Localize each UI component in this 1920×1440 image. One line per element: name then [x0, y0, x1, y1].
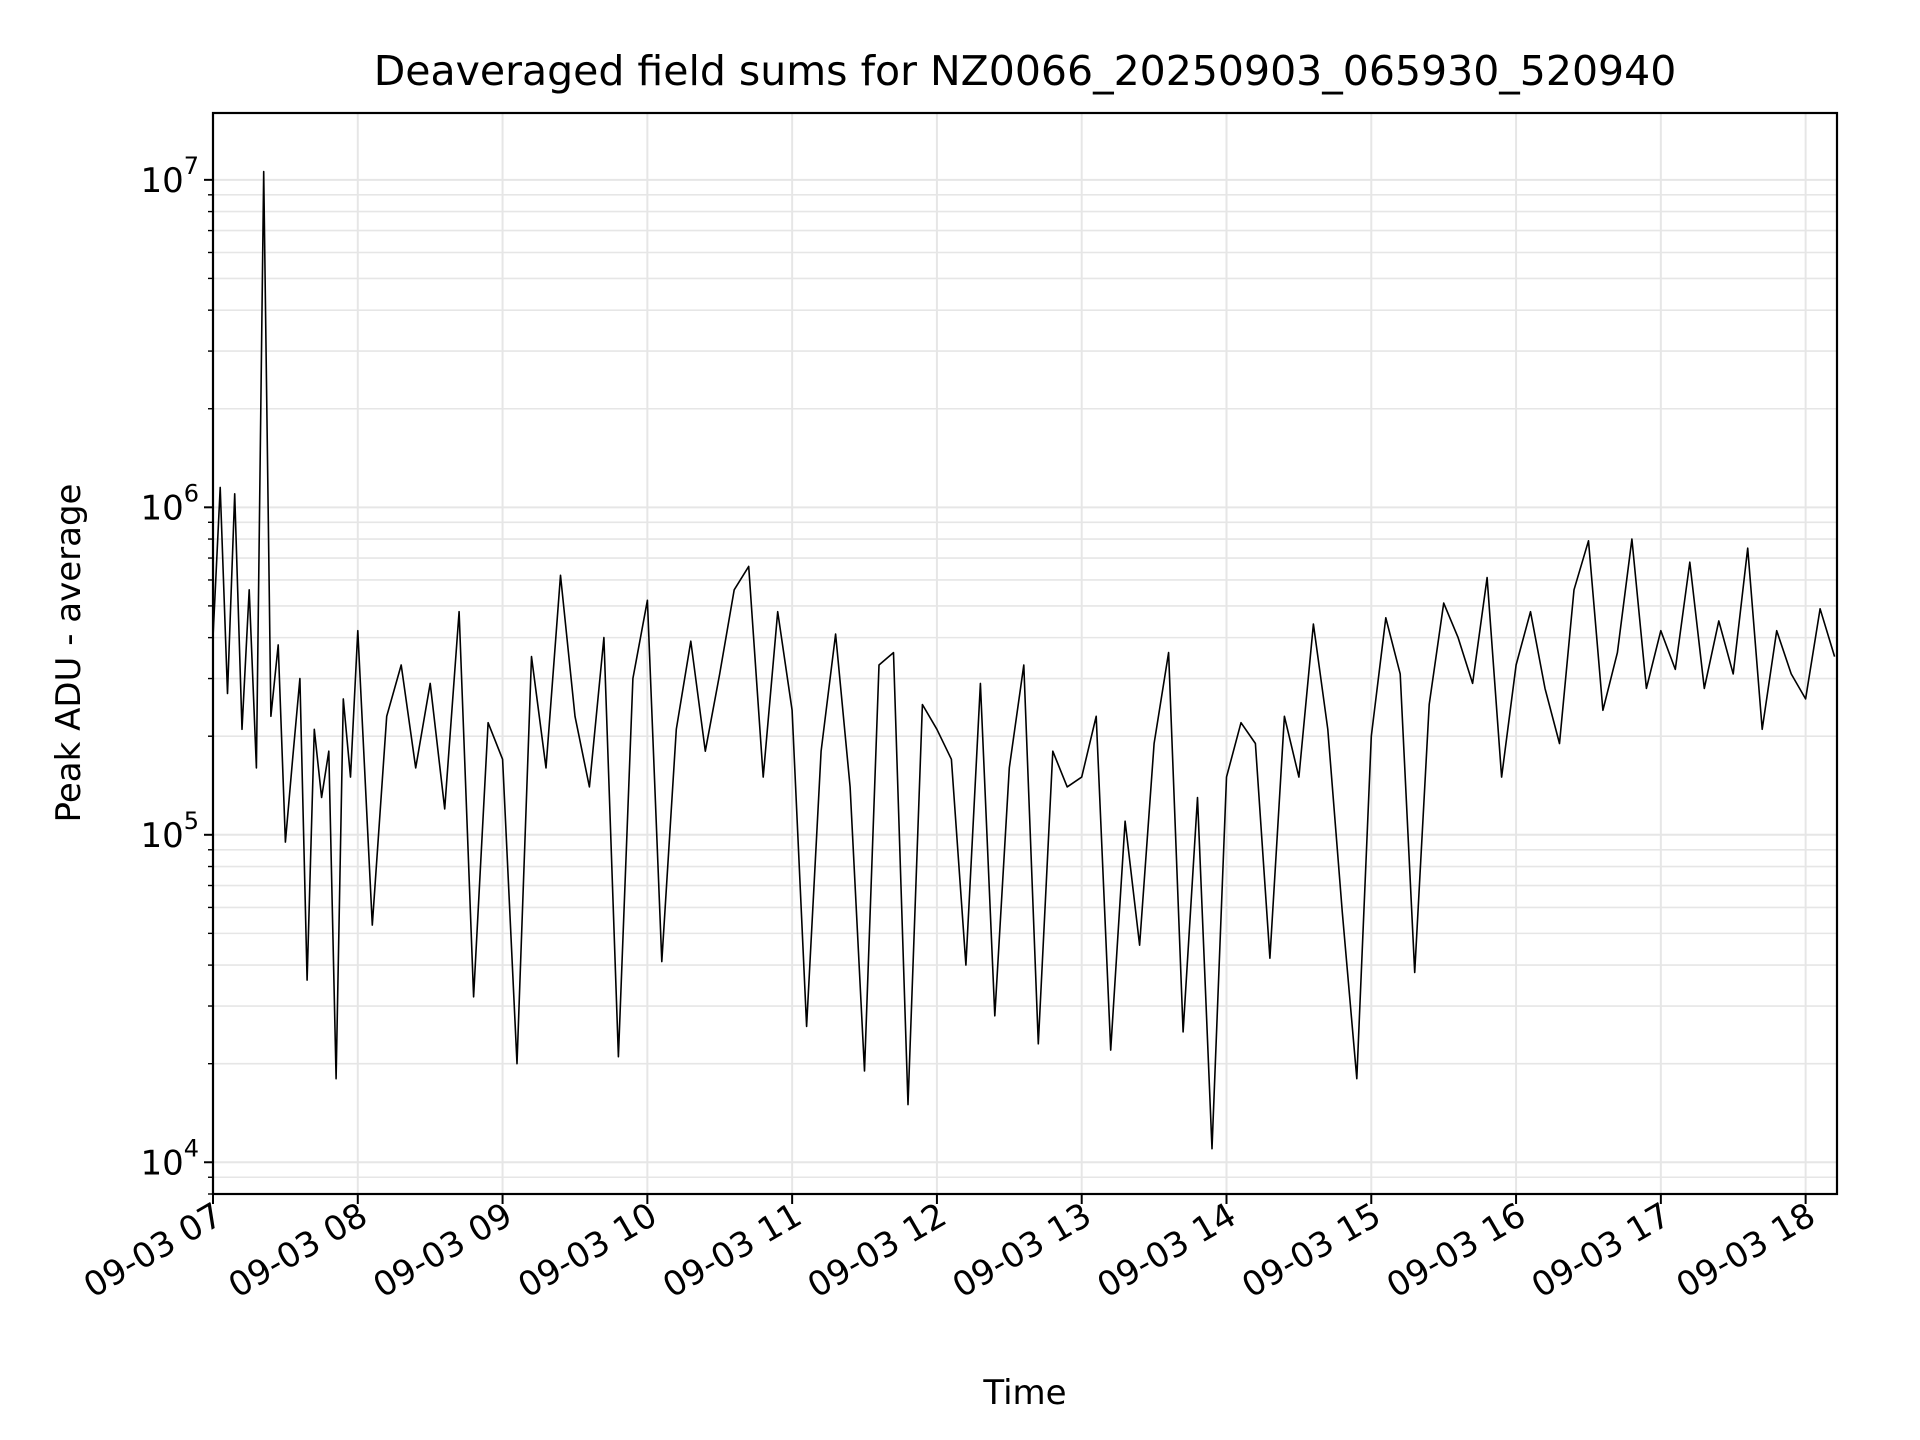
- x-tick-label: 09-03 12: [801, 1195, 953, 1306]
- chart-title: Deaveraged field sums for NZ0066_2025090…: [374, 47, 1677, 95]
- plot-frame: [211, 111, 1839, 1196]
- y-axis: 104 105 106 107: [140, 152, 213, 1195]
- x-axis-label: Time: [982, 1373, 1066, 1413]
- x-tick-label: 09-03 10: [511, 1195, 663, 1306]
- x-tick-label: 09-03 15: [1235, 1195, 1387, 1306]
- x-tick-label: 09-03 14: [1091, 1195, 1243, 1306]
- x-tick-label: 09-03 16: [1380, 1195, 1532, 1306]
- x-tick-label: 09-03 13: [946, 1195, 1098, 1306]
- x-tick-label: 09-03 11: [656, 1195, 808, 1306]
- x-tick-label: 09-03 09: [367, 1195, 519, 1306]
- x-tick-label: 09-03 17: [1525, 1195, 1677, 1306]
- y-tick-label: 106: [140, 479, 199, 528]
- series-line: [212, 170, 1836, 1150]
- x-tick-label: 09-03 07: [77, 1195, 229, 1306]
- y-tick-label: 107: [140, 152, 199, 201]
- x-tick-label: 09-03 08: [222, 1195, 374, 1306]
- y-axis-label: Peak ADU - average: [49, 484, 89, 823]
- y-tick-label: 105: [140, 807, 199, 856]
- x-tick-label: 09-03 18: [1670, 1195, 1822, 1306]
- series-layer: [212, 170, 1836, 1150]
- y-tick-label: 104: [140, 1134, 199, 1183]
